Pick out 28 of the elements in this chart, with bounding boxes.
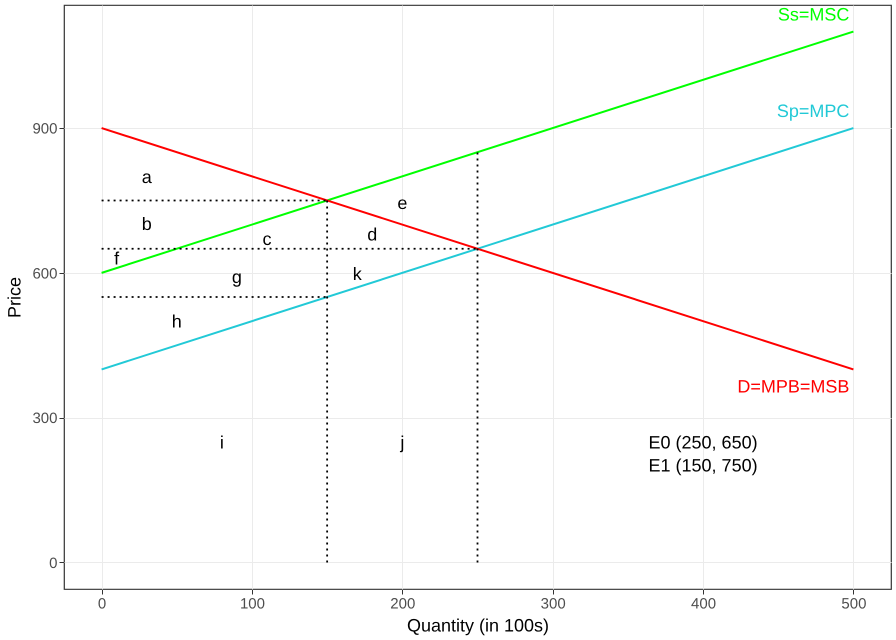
annotation: a bbox=[142, 166, 153, 187]
annotation: d bbox=[367, 224, 378, 245]
annotation: k bbox=[352, 264, 363, 284]
x-tick-label: 100 bbox=[240, 596, 265, 612]
annotation: c bbox=[262, 229, 272, 250]
annotation: g bbox=[232, 267, 242, 288]
y-axis-title: Price bbox=[4, 276, 24, 318]
series-label: Sp=MPC bbox=[776, 101, 850, 122]
annotation: E0 (250, 650) bbox=[648, 432, 758, 453]
x-tick-label: 300 bbox=[540, 596, 566, 612]
y-tick-label: 900 bbox=[32, 120, 58, 138]
annotation: f bbox=[114, 248, 120, 268]
y-tick-label: 0 bbox=[49, 554, 58, 572]
x-tick-label: 200 bbox=[390, 596, 416, 612]
annotation: i bbox=[220, 432, 224, 453]
x-tick-label: 500 bbox=[841, 596, 866, 612]
series-label: D=MPB=MSB bbox=[737, 376, 850, 396]
annotation: b bbox=[142, 214, 152, 234]
x-axis-title: Quantity (in 100s) bbox=[406, 616, 550, 636]
annotation: E1 (150, 750) bbox=[648, 455, 758, 476]
annotation: j bbox=[399, 432, 404, 453]
x-tick-label: 0 bbox=[98, 596, 106, 612]
annotation: e bbox=[397, 192, 408, 213]
annotation: h bbox=[172, 312, 182, 332]
series-label: Ss=MSC bbox=[778, 4, 850, 25]
x-tick-label: 400 bbox=[691, 596, 716, 612]
y-tick-label: 600 bbox=[32, 265, 58, 282]
y-tick-label: 300 bbox=[32, 410, 58, 428]
